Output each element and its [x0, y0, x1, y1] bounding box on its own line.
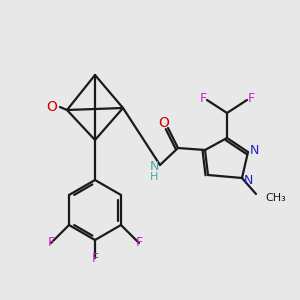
Text: F: F	[200, 92, 207, 106]
Text: F: F	[92, 251, 99, 265]
Text: F: F	[248, 92, 255, 106]
Text: H: H	[150, 172, 158, 182]
Text: N: N	[249, 143, 259, 157]
Text: CH₃: CH₃	[265, 193, 286, 203]
Text: O: O	[159, 116, 170, 130]
Text: N: N	[243, 173, 253, 187]
Text: N: N	[149, 160, 159, 173]
Text: O: O	[46, 100, 57, 114]
Text: F: F	[47, 236, 55, 250]
Text: F: F	[135, 236, 142, 250]
